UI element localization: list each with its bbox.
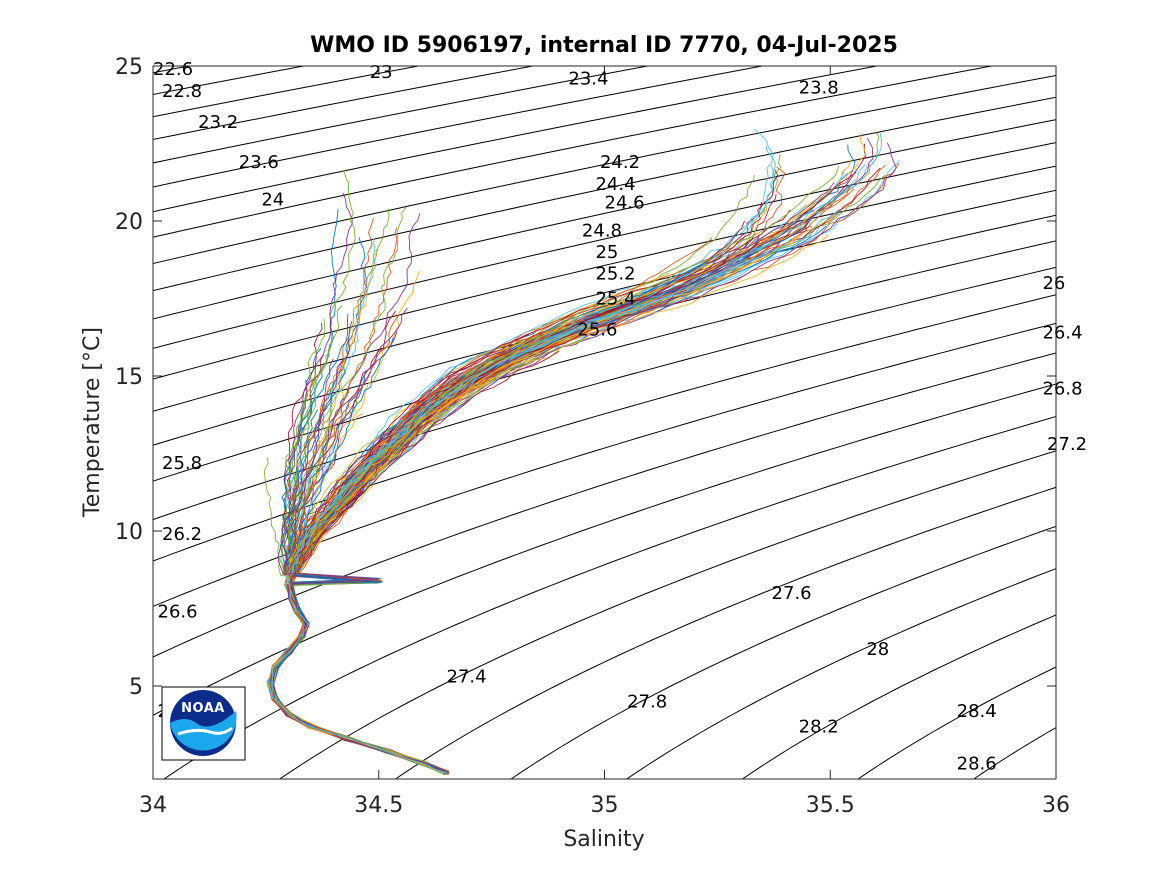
- contour-label: 27.2: [1047, 434, 1087, 455]
- contour-label: 28.2: [799, 716, 839, 737]
- density-contour-line: [153, 66, 765, 188]
- density-contour-line: [0, 35, 129, 841]
- profile-line: [269, 337, 448, 772]
- density-contour-line: [153, 352, 1056, 658]
- profile-line: [269, 311, 626, 772]
- contour-label: 26.6: [158, 602, 198, 623]
- contour-label: 26: [1042, 273, 1065, 294]
- y-tick-label: 20: [115, 210, 143, 235]
- profile-line: [269, 164, 776, 773]
- x-tick-label: 36: [1042, 793, 1070, 818]
- y-axis-label: Temperature [°C]: [80, 327, 105, 518]
- contour-label: 27.8: [627, 692, 667, 713]
- y-tick-label: 25: [115, 55, 143, 80]
- density-contour-line: [153, 240, 1056, 482]
- density-contour-line: [153, 165, 1056, 380]
- density-contour-line: [153, 66, 995, 238]
- density-contour-line: [153, 214, 1056, 446]
- profile-line: [272, 270, 450, 774]
- density-contour-line: [153, 294, 1056, 562]
- contour-label: 27.4: [446, 667, 486, 688]
- profile-line: [269, 169, 779, 772]
- density-contour-line: [741, 614, 1056, 779]
- noaa-logo-text: NOAA: [181, 701, 225, 716]
- contour-label: 26.8: [1042, 378, 1082, 399]
- y-tick-label: 5: [129, 675, 143, 700]
- density-contour-line: [153, 66, 536, 141]
- profile-line: [271, 320, 450, 773]
- density-contour-line: [394, 486, 1056, 779]
- contour-label: 26.2: [162, 524, 202, 545]
- density-contour-line: [153, 119, 1056, 320]
- x-axis: 34 34.5 35 35.5 36: [139, 66, 1070, 818]
- contour-labels: 22.622.8 23 23.2 23.4 23.6 23.8 24 24.224.424.6…: [153, 59, 1087, 774]
- contour-label: 26.4: [1042, 323, 1082, 344]
- profile-line: [269, 319, 585, 772]
- contour-label: 23.8: [799, 78, 839, 99]
- contour-label: 28.6: [957, 754, 997, 775]
- density-contour-line: [153, 96, 1056, 292]
- contour-label: 28.4: [957, 701, 997, 722]
- contour-label: 23.6: [239, 152, 279, 173]
- contour-label: 25.8: [162, 453, 202, 474]
- profile-lines: [264, 128, 900, 776]
- profile-line: [271, 133, 867, 773]
- density-contour-line: [857, 666, 1056, 779]
- density-contour-line: [153, 66, 880, 213]
- x-tick-label: 34.5: [354, 793, 403, 818]
- density-contour-line: [153, 74, 1056, 265]
- density-contour-line: [625, 568, 1056, 779]
- contour-label: 24: [261, 189, 284, 210]
- contour-label: 28: [866, 639, 889, 660]
- x-tick-label: 35.5: [806, 793, 855, 818]
- profile-line: [269, 240, 777, 774]
- contour-label: 22.6: [153, 59, 193, 80]
- contour-label: 25: [595, 242, 618, 263]
- x-tick-label: 35: [591, 793, 619, 818]
- contour-label: 22.8: [162, 81, 202, 102]
- profile-line: [271, 238, 792, 774]
- contour-label: 27.6: [772, 583, 812, 604]
- density-contour-line: [153, 322, 1056, 607]
- density-contour-line: [153, 142, 1056, 349]
- contour-label: 25.2: [595, 264, 635, 285]
- y-tick-label: 10: [115, 520, 143, 545]
- density-contour-line: [278, 450, 1056, 779]
- contour-label: 23: [370, 62, 393, 83]
- contour-label: 24.4: [595, 174, 635, 195]
- x-axis-label: Salinity: [563, 827, 644, 852]
- chart-title: WMO ID 5906197, internal ID 7770, 04-Jul…: [310, 33, 898, 58]
- contour-label: 23.4: [568, 68, 608, 89]
- density-contour-line: [972, 727, 1056, 779]
- contour-label: 25.4: [595, 289, 635, 310]
- y-axis: 5 10 15 20 25: [115, 55, 1056, 700]
- contour-label: 24.2: [600, 152, 640, 173]
- contour-label: 23.2: [198, 112, 238, 133]
- contour-label: 25.6: [577, 320, 617, 341]
- contour-label: 24.6: [605, 192, 645, 213]
- contour-label: 24.8: [582, 220, 622, 241]
- profile-line: [272, 146, 777, 773]
- x-tick-label: 34: [139, 793, 167, 818]
- density-contour-line: [510, 525, 1056, 779]
- noaa-logo: NOAA: [161, 686, 246, 761]
- y-tick-label: 15: [115, 365, 143, 390]
